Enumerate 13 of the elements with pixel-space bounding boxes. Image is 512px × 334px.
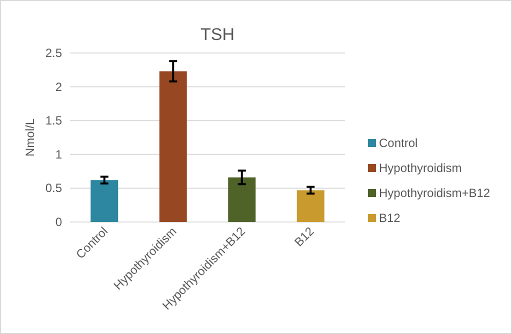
y-tick-label: 0.5 (45, 181, 62, 196)
y-tick-label: 1 (55, 147, 62, 162)
y-axis-title: Nmol/L (23, 118, 37, 157)
chart-title: TSH (200, 25, 234, 44)
x-tick-label: B12 (292, 224, 317, 250)
legend-label: B12 (379, 211, 401, 225)
y-tick-label: 0 (55, 215, 62, 229)
y-tick-label: 1.5 (45, 114, 62, 128)
legend-label: Hypothyroidism (379, 161, 462, 175)
legend-label: Control (379, 136, 418, 150)
y-tick-label: 2 (55, 80, 62, 94)
legend-label: Hypothyroidism+B12 (379, 186, 490, 200)
y-tick-label: 2.5 (45, 46, 62, 60)
